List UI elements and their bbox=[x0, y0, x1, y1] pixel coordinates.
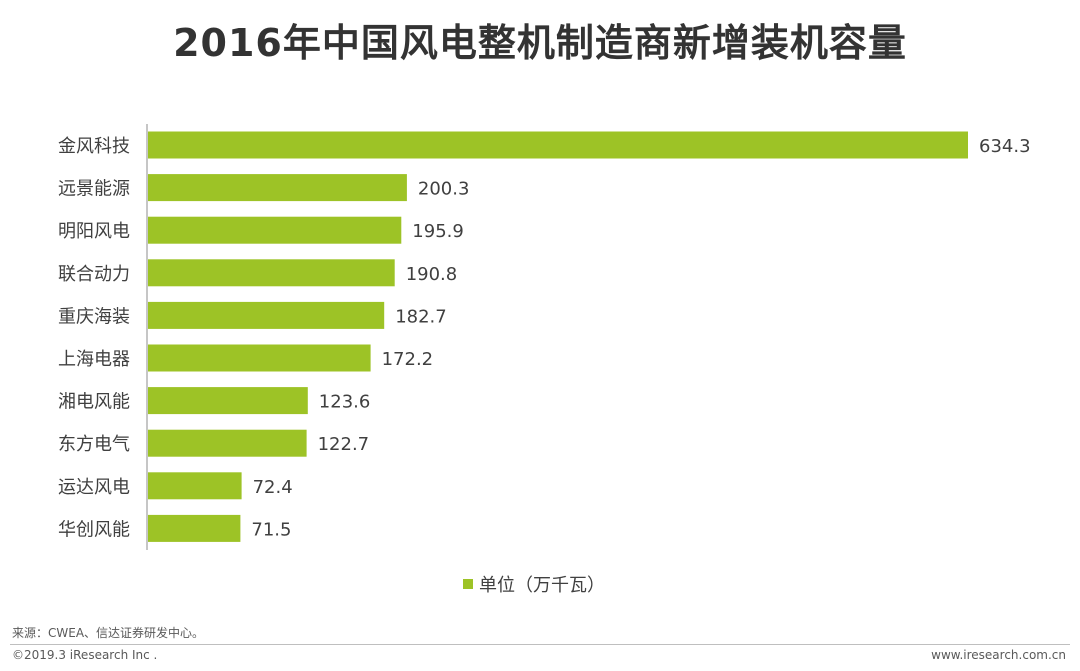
category-label: 东方电气 bbox=[58, 434, 130, 455]
copyright-text: ©2019.3 iResearch Inc . bbox=[12, 648, 158, 662]
value-label: 182.7 bbox=[395, 306, 447, 327]
source-note: 来源：CWEA、信达证券研发中心。 bbox=[12, 626, 205, 640]
bar bbox=[148, 174, 407, 202]
value-label: 172.2 bbox=[382, 349, 434, 370]
category-label: 华创风能 bbox=[58, 519, 130, 540]
value-label: 122.7 bbox=[318, 434, 370, 455]
bar bbox=[148, 301, 385, 329]
bars-group bbox=[148, 131, 968, 542]
bar bbox=[148, 344, 371, 372]
bar bbox=[148, 259, 395, 287]
category-label: 重庆海装 bbox=[58, 306, 130, 327]
category-label: 上海电器 bbox=[58, 349, 130, 370]
category-label: 明阳风电 bbox=[58, 221, 130, 242]
category-label: 湘电风能 bbox=[58, 392, 130, 413]
bar bbox=[148, 387, 308, 415]
category-label: 运达风电 bbox=[58, 477, 130, 498]
legend-swatch bbox=[463, 579, 473, 589]
value-label: 634.3 bbox=[979, 136, 1031, 157]
website-text: www.iresearch.com.cn bbox=[931, 648, 1066, 662]
legend: 单位（万千瓦） bbox=[463, 575, 605, 596]
value-label: 71.5 bbox=[251, 519, 291, 540]
category-label: 远景能源 bbox=[58, 179, 130, 200]
bar bbox=[148, 472, 242, 500]
bar-chart: 金风科技远景能源明阳风电联合动力重庆海装上海电器湘电风能东方电气运达风电华创风能… bbox=[58, 124, 1031, 596]
bar bbox=[148, 131, 968, 159]
bar bbox=[148, 514, 241, 542]
value-label: 200.3 bbox=[418, 179, 470, 200]
category-label: 联合动力 bbox=[58, 264, 130, 285]
category-label: 金风科技 bbox=[58, 136, 130, 157]
bar bbox=[148, 429, 307, 457]
legend-label: 单位（万千瓦） bbox=[479, 575, 605, 596]
value-label: 72.4 bbox=[253, 477, 293, 498]
value-label: 123.6 bbox=[319, 392, 371, 413]
footer-divider bbox=[10, 644, 1070, 645]
value-labels-group: 634.3 200.3 195.9 190.8 182.7 172.2 123.6 122.7… bbox=[251, 136, 1030, 540]
bar bbox=[148, 216, 402, 244]
chart-title: 2016年中国风电整机制造商新增装机容量 bbox=[173, 21, 907, 65]
value-label: 190.8 bbox=[406, 264, 458, 285]
value-label: 195.9 bbox=[412, 221, 464, 242]
